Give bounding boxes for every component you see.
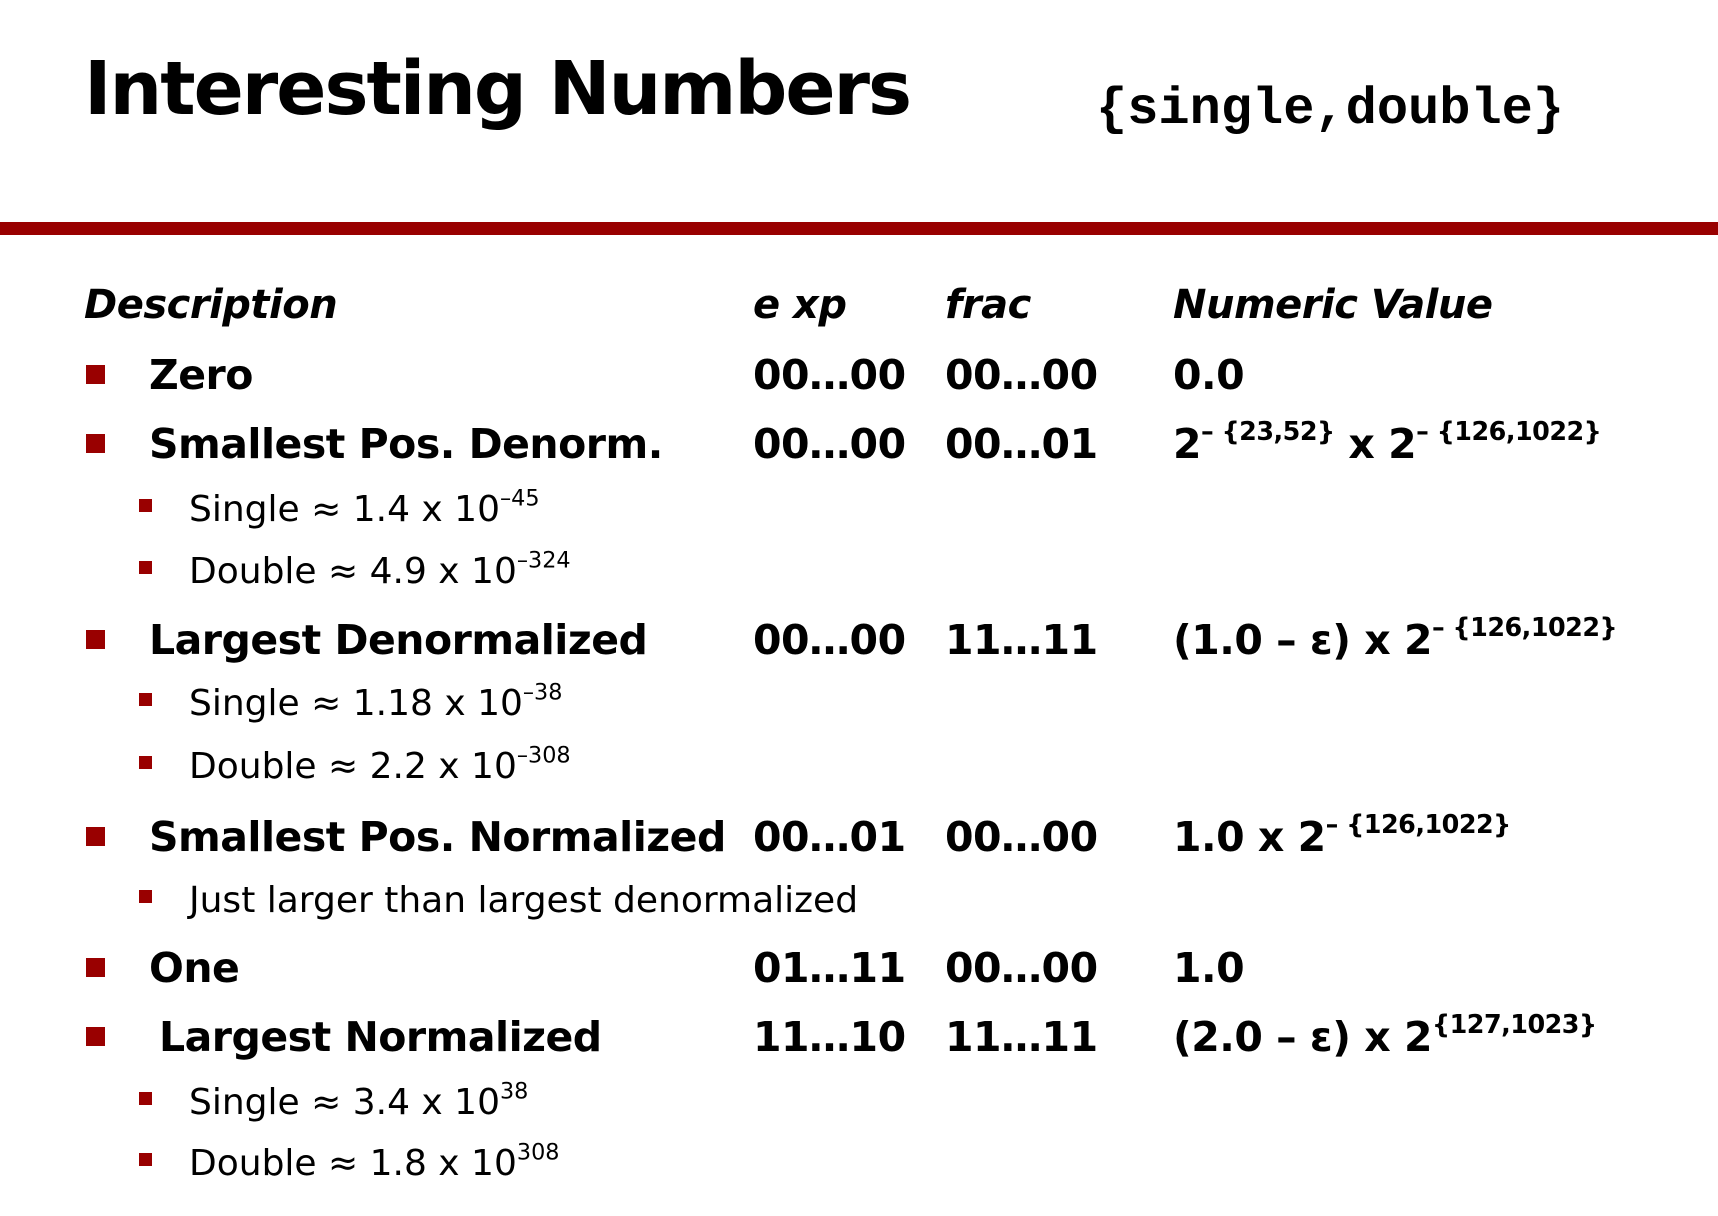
row-exp: 00…00 (753, 616, 906, 664)
sub-item-text: Single ≈ 1.4 x 10–45 (189, 485, 540, 530)
table-row-smallest-pos-normalized: Smallest Pos. Normalized 00…01 00…00 1.0… (0, 807, 1718, 867)
row-exp: 11…10 (753, 1013, 906, 1061)
sub-bullet-icon (139, 890, 152, 903)
table-row-zero: Zero 00…00 00…00 0.0 (0, 345, 1718, 405)
row-numeric-value: 2– {23,52} x 2– {126,1022} (1173, 414, 1602, 474)
sub-item-text: Single ≈ 1.18 x 10–38 (189, 679, 563, 724)
bullet-icon (86, 1027, 105, 1046)
row-frac: 11…11 (945, 1013, 1098, 1061)
sub-item-text: Double ≈ 2.2 x 10–308 (189, 742, 571, 787)
value-base: 0.0 (1173, 351, 1245, 399)
row-numeric-value: 1.0 (1173, 938, 1245, 998)
value-exponent: {127,1023} (1432, 1009, 1597, 1040)
bullet-icon (86, 434, 105, 453)
bullet-icon (86, 958, 105, 977)
slide-title: Interesting Numbers (84, 46, 912, 132)
row-numeric-value: 0.0 (1173, 345, 1245, 405)
exponent: –308 (516, 742, 571, 769)
row-description: Largest Normalized (159, 1013, 602, 1061)
row-description: Smallest Pos. Denorm. (149, 420, 663, 468)
sub-item-text: Double ≈ 1.8 x 10308 (189, 1139, 560, 1184)
row-frac: 11…11 (945, 616, 1098, 664)
table-row-one: One 01…11 00…00 1.0 (0, 938, 1718, 998)
value-base: 1.0 (1173, 944, 1245, 992)
row-description: One (149, 944, 240, 992)
sub-item-single: Single ≈ 1.4 x 10–45 (0, 482, 1718, 538)
row-exp: 00…00 (753, 420, 906, 468)
row-exp: 00…01 (753, 813, 906, 861)
row-frac: 00…00 (945, 351, 1098, 399)
sub-bullet-icon (139, 1153, 152, 1166)
row-description: Zero (149, 351, 253, 399)
value-base: 2 (1173, 420, 1202, 468)
exponent: –45 (499, 485, 540, 512)
sub-item-double: Double ≈ 1.8 x 10308 (0, 1136, 1718, 1192)
value-base: (2.0 – ε) x 2 (1173, 1013, 1433, 1061)
sub-item-text: Double ≈ 4.9 x 10–324 (189, 547, 571, 592)
sub-item-double: Double ≈ 4.9 x 10–324 (0, 544, 1718, 600)
sub-bullet-icon (139, 499, 152, 512)
value-exponent: – {23,52} (1201, 416, 1335, 447)
exponent: –324 (516, 547, 571, 574)
row-numeric-value: (2.0 – ε) x 2{127,1023} (1173, 1007, 1597, 1067)
row-exp: 00…00 (753, 351, 906, 399)
value-mid: x 2 (1334, 420, 1417, 468)
sub-item-single: Single ≈ 3.4 x 1038 (0, 1075, 1718, 1131)
sub-item-double: Double ≈ 2.2 x 10–308 (0, 739, 1718, 795)
exponent: 38 (499, 1078, 529, 1105)
sub-item-text: Just larger than largest denormalized (189, 880, 859, 921)
sub-item-note: Just larger than largest denormalized (0, 873, 1718, 929)
bullet-icon (86, 630, 105, 649)
value-exponent: – {126,1022} (1325, 809, 1512, 840)
bullet-icon (86, 365, 105, 384)
sub-item-single: Single ≈ 1.18 x 10–38 (0, 676, 1718, 732)
table-row-largest-denormalized: Largest Denormalized 00…00 11…11 (1.0 – … (0, 610, 1718, 670)
row-numeric-value: (1.0 – ε) x 2– {126,1022} (1173, 610, 1618, 670)
header-description: Description (84, 282, 338, 328)
value-exponent: – {126,1022} (1432, 612, 1618, 643)
title-divider (0, 222, 1718, 235)
row-description: Largest Denormalized (149, 616, 648, 664)
row-frac: 00…01 (945, 420, 1098, 468)
header-numeric-value: Numeric Value (1173, 282, 1493, 328)
row-exp: 01…11 (753, 944, 906, 992)
sub-bullet-icon (139, 561, 152, 574)
value-exponent: – {126,1022} (1416, 416, 1602, 447)
header-frac: frac (945, 282, 1031, 328)
row-description: Smallest Pos. Normalized (149, 813, 726, 861)
row-frac: 00…00 (945, 813, 1098, 861)
slide-subtitle: {single,double} (1096, 80, 1565, 139)
exponent: –38 (522, 679, 563, 706)
sub-bullet-icon (139, 693, 152, 706)
exponent: 308 (516, 1139, 560, 1166)
bullet-icon (86, 827, 105, 846)
row-numeric-value: 1.0 x 2– {126,1022} (1173, 807, 1511, 867)
table-row-smallest-pos-denorm: Smallest Pos. Denorm. 00…00 00…01 2– {23… (0, 414, 1718, 474)
header-exp: e xp (753, 282, 847, 328)
sub-bullet-icon (139, 756, 152, 769)
value-base: (1.0 – ε) x 2 (1173, 616, 1433, 664)
table-row-largest-normalized: Largest Normalized 11…10 11…11 (2.0 – ε)… (0, 1007, 1718, 1067)
sub-item-text: Single ≈ 3.4 x 1038 (189, 1078, 529, 1123)
value-base: 1.0 x 2 (1173, 813, 1326, 861)
sub-bullet-icon (139, 1092, 152, 1105)
row-frac: 00…00 (945, 944, 1098, 992)
